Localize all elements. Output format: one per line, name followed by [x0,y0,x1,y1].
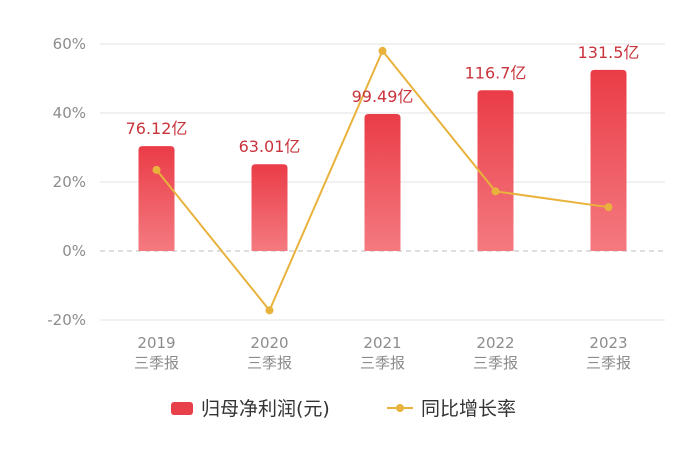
bar-data-label: 116.7亿 [465,63,527,82]
x-tick-label-year: 2019 [137,334,175,352]
bar [251,164,288,251]
x-tick-label-period: 三季报 [247,354,292,372]
x-tick-label-year: 2020 [250,334,288,352]
bar [364,113,401,252]
x-tick-label-period: 三季报 [586,354,631,372]
growth-rate-point [152,165,161,174]
legend-line-marker [396,404,404,412]
bar-data-label: 76.12亿 [126,119,188,138]
x-tick-label-period: 三季报 [134,354,179,372]
bar-data-label: 99.49亿 [352,87,414,106]
bar [590,69,627,251]
bar [477,90,514,252]
legend-bar-label: 归母净利润(元) [201,398,330,420]
y-tick-label: 0% [62,242,86,260]
x-tick-label-year: 2021 [363,334,401,352]
y-tick-label: 20% [53,173,86,191]
growth-rate-point [604,203,613,212]
x-tick-label-year: 2022 [476,334,514,352]
x-tick-label-period: 三季报 [473,354,518,372]
bar-data-label: 63.01亿 [239,137,301,156]
x-tick-label-period: 三季报 [360,354,405,372]
growth-rate-point [491,187,500,196]
y-tick-label: 40% [53,104,86,122]
growth-rate-point [378,46,387,55]
legend-line-label: 同比增长率 [421,398,516,420]
y-tick-label: -20% [47,311,86,329]
legend-bar-swatch [171,402,193,415]
x-tick-label-year: 2023 [589,334,627,352]
bar [138,146,175,251]
growth-rate-point [265,306,274,315]
y-tick-label: 60% [53,35,86,53]
bar-data-label: 131.5亿 [578,43,640,62]
